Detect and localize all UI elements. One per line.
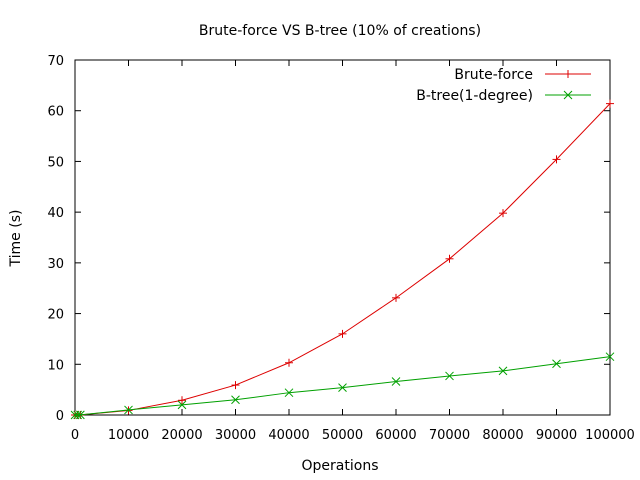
data-point: [445, 254, 454, 263]
y-tick-label: 10: [47, 358, 64, 373]
data-point: [178, 396, 186, 405]
y-tick-label: 0: [56, 409, 64, 424]
data-point: [391, 377, 401, 386]
data-point: [338, 329, 347, 338]
data-point: [445, 371, 454, 381]
x-tick-label: 90000: [536, 428, 577, 443]
data-point: [231, 381, 240, 390]
x-tick-label: 70000: [429, 428, 470, 443]
legend: Brute-force B-tree(1-degree): [416, 67, 591, 104]
y-tick-label: 30: [47, 257, 64, 272]
data-point: [605, 352, 615, 362]
data-point: [73, 410, 83, 420]
y-tick-label: 70: [47, 54, 64, 69]
data-point: [498, 366, 508, 376]
data-point: [124, 405, 133, 415]
y-tick-label: 60: [47, 105, 64, 120]
x-tick-label: 0: [71, 428, 79, 443]
y-axis-label: Time (s): [8, 210, 24, 268]
data-point: [75, 410, 85, 420]
legend-marker: [563, 90, 573, 100]
series-line-2: [74, 356, 611, 416]
data-point: [552, 155, 561, 164]
x-tick-label: 10000: [108, 428, 149, 443]
axis-ticks: 0 10000 20000 30000 40000 50000 60000 70000 8000…: [47, 54, 634, 443]
data-point: [552, 359, 561, 369]
x-tick-label: 40000: [268, 428, 309, 443]
x-tick-label: 80000: [482, 428, 523, 443]
series-line-1: [74, 103, 611, 416]
data-point: [231, 395, 240, 405]
y-tick-label: 20: [47, 308, 64, 323]
data-point: [392, 293, 400, 302]
data-point: [606, 99, 614, 108]
y-tick-label: 40: [47, 206, 64, 221]
data-point: [499, 209, 507, 218]
legend-marker: [564, 70, 572, 78]
legend-label: B-tree(1-degree): [416, 88, 533, 104]
legend-label: Brute-force: [454, 67, 533, 83]
data-point: [177, 400, 187, 410]
x-tick-label: 50000: [322, 428, 363, 443]
x-tick-label: 100000: [585, 428, 635, 443]
x-tick-label: 20000: [161, 428, 202, 443]
data-point: [285, 358, 293, 367]
y-tick-label: 50: [47, 155, 64, 170]
data-point: [284, 388, 294, 398]
x-tick-label: 60000: [375, 428, 416, 443]
x-axis-label: Operations: [302, 458, 379, 474]
chart-title: Brute-force VS B-tree (10% of creations): [199, 23, 481, 39]
data-point: [338, 383, 347, 392]
x-tick-label: 30000: [215, 428, 256, 443]
plot-frame: [74, 59, 611, 416]
series-group: [70, 99, 615, 420]
